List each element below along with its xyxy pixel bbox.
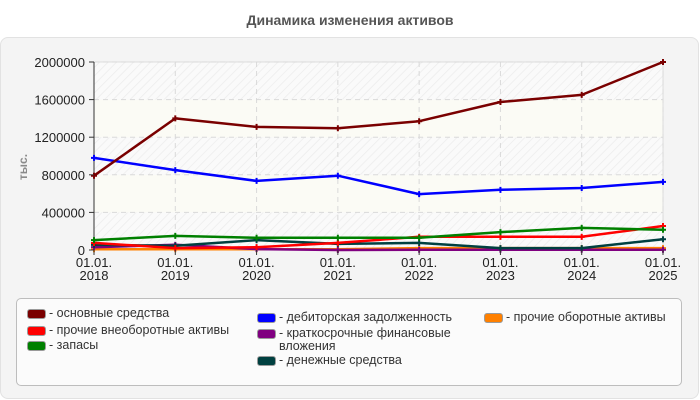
- legend-label: - краткосрочные финансовые вложения: [279, 326, 451, 353]
- y-axis-ticks: 0 400000 800000 1200000 1600000 2000000: [34, 55, 94, 258]
- legend-item: - запасы: [27, 339, 98, 352]
- svg-text:2025: 2025: [649, 268, 678, 283]
- plot-background: [93, 61, 664, 251]
- svg-text:400000: 400000: [42, 205, 85, 220]
- legend-item: - основные средства: [27, 307, 169, 320]
- legend-swatch-icon: [257, 356, 276, 366]
- x-axis-ticks: 01.01.201801.01.201901.01.202001.01.2021…: [76, 250, 681, 283]
- legend: - основные средства - прочие внеоборотны…: [16, 298, 682, 386]
- svg-text:01.01.: 01.01.: [320, 255, 356, 270]
- svg-text:2021: 2021: [323, 268, 352, 283]
- legend-label: - дебиторская задолженность: [279, 310, 453, 324]
- svg-text:2023: 2023: [486, 268, 515, 283]
- chart-title: Динамика изменения активов: [246, 12, 454, 28]
- series-lines: [91, 59, 666, 253]
- svg-text:01.01.: 01.01.: [157, 255, 193, 270]
- svg-text:2000000: 2000000: [34, 55, 85, 70]
- svg-text:2018: 2018: [80, 268, 109, 283]
- svg-text:01.01.: 01.01.: [238, 255, 274, 270]
- series-line: [93, 224, 664, 250]
- legend-item: - дебиторская задолженность: [257, 311, 452, 324]
- legend-label: - прочие внеоборотные активы: [49, 323, 230, 337]
- legend-item: - прочие оборотные активы: [484, 311, 666, 324]
- series-line: [93, 226, 664, 242]
- svg-text:01.01.: 01.01.: [645, 255, 681, 270]
- legend-swatch-icon: [27, 341, 46, 351]
- svg-text:01.01.: 01.01.: [482, 255, 518, 270]
- legend-swatch-icon: [27, 309, 46, 319]
- legend-label: - запасы: [49, 338, 99, 352]
- svg-text:1200000: 1200000: [34, 130, 85, 145]
- series-line: [93, 237, 664, 250]
- svg-text:1600000: 1600000: [34, 93, 85, 108]
- legend-label: - основные средства: [49, 306, 170, 320]
- grid-lines: [94, 61, 664, 250]
- svg-text:2022: 2022: [405, 268, 434, 283]
- svg-text:800000: 800000: [42, 168, 85, 183]
- svg-text:2019: 2019: [161, 268, 190, 283]
- legend-swatch-icon: [257, 329, 276, 339]
- legend-item: - прочие внеоборотные активы: [27, 324, 229, 337]
- svg-text:01.01.: 01.01.: [401, 255, 437, 270]
- legend-label: - прочие оборотные активы: [506, 310, 666, 324]
- y-axis-label: тыс.: [16, 153, 31, 181]
- legend-swatch-icon: [484, 313, 503, 323]
- legend-label: - денежные средства: [279, 353, 402, 367]
- svg-text:0: 0: [78, 243, 85, 258]
- legend-swatch-icon: [257, 313, 276, 323]
- svg-text:2020: 2020: [242, 268, 271, 283]
- legend-item: - краткосрочные финансовые вложения: [257, 327, 451, 353]
- legend-swatch-icon: [27, 326, 46, 336]
- svg-text:01.01.: 01.01.: [564, 255, 600, 270]
- series-line: [93, 156, 664, 196]
- svg-text:01.01.: 01.01.: [76, 255, 112, 270]
- series-line: [93, 60, 664, 177]
- legend-item: - денежные средства: [257, 354, 402, 367]
- svg-text:2024: 2024: [567, 268, 596, 283]
